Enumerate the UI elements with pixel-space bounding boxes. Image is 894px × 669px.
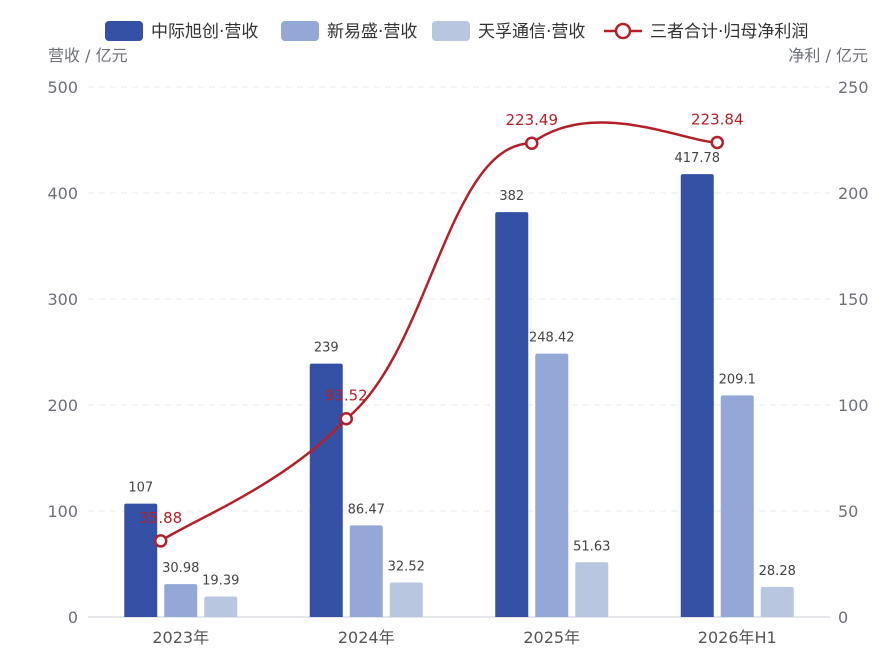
left-axis-label: 营收 / 亿元 (48, 46, 128, 65)
bar-value-label: 19.39 (202, 573, 239, 588)
right-tick-label: 0 (838, 608, 848, 627)
legend-label: 中际旭创·营收 (151, 22, 258, 42)
legend-label: 天孚通信·营收 (478, 22, 585, 42)
bar (389, 582, 423, 617)
line-point (525, 136, 539, 150)
bar-value-label: 32.52 (388, 560, 425, 575)
bar (495, 212, 529, 617)
bar-value-label: 382 (499, 189, 524, 204)
legend-label: 新易盛·营收 (327, 22, 417, 42)
line-value-label: 35.88 (139, 509, 182, 527)
bar-value-label: 248.42 (529, 331, 575, 346)
left-tick-label: 500 (47, 78, 78, 97)
bar-value-label: 30.98 (162, 561, 199, 576)
legend-swatch (281, 21, 319, 41)
bar-value-label: 107 (128, 481, 153, 496)
right-tick-label: 150 (838, 290, 869, 309)
right-tick-label: 200 (838, 184, 869, 203)
right-axis-ticks: 0 50 100 150 200 250 (838, 78, 869, 627)
bar (309, 363, 343, 617)
category-label: 2024年 (338, 628, 395, 647)
bar (760, 587, 794, 617)
right-axis-label: 净利 / 亿元 (788, 46, 868, 65)
bar (124, 503, 158, 617)
bar (164, 584, 198, 617)
bar-value-label: 239 (314, 341, 339, 356)
left-tick-label: 200 (47, 396, 78, 415)
bar (720, 395, 754, 617)
line-point (154, 534, 168, 548)
category-label: 2023年 (152, 628, 209, 647)
bar-value-label: 51.63 (573, 539, 610, 554)
line-point (710, 135, 724, 150)
legend-item[interactable]: 三者合计·归母净利润 (604, 22, 808, 42)
legend[interactable]: 中际旭创·营收 新易盛·营收 天孚通信·营收 三者合计·归母净利润 (105, 21, 808, 42)
right-tick-label: 50 (838, 502, 858, 521)
left-tick-label: 0 (68, 608, 78, 627)
bar-value-label: 209.1 (719, 372, 756, 387)
legend-label: 三者合计·归母净利润 (650, 22, 808, 42)
bar (349, 525, 383, 617)
left-tick-label: 300 (47, 290, 78, 309)
legend-item[interactable]: 中际旭创·营收 (105, 21, 258, 42)
bars (124, 174, 794, 617)
legend-swatch (432, 21, 470, 41)
bar (575, 562, 609, 617)
bar (535, 353, 569, 617)
line-value-label: 223.84 (691, 110, 744, 128)
profit-line: 35.88 93.52 223.49 223.84 (139, 110, 744, 548)
legend-swatch (105, 21, 143, 41)
line-value-label: 93.52 (325, 387, 368, 405)
right-tick-label: 100 (838, 396, 869, 415)
bar-value-label: 28.28 (759, 564, 796, 579)
line-value-label: 223.49 (506, 111, 559, 129)
right-tick-label: 250 (838, 78, 869, 97)
grid-lines (88, 86, 830, 618)
bar-value-label: 417.78 (675, 151, 721, 166)
category-label: 2025年 (523, 628, 580, 647)
legend-item[interactable]: 天孚通信·营收 (432, 21, 585, 42)
line-point (339, 411, 353, 426)
legend-marker (614, 22, 632, 40)
left-tick-label: 100 (47, 502, 78, 521)
category-label: 2026年H1 (698, 628, 777, 647)
bar (680, 174, 714, 617)
bar (204, 596, 238, 617)
category-labels: 2023年 2024年 2025年 2026年H1 (152, 628, 776, 647)
left-axis-ticks: 0 100 200 300 400 500 (47, 78, 78, 627)
legend-item[interactable]: 新易盛·营收 (281, 21, 417, 42)
left-tick-label: 400 (47, 184, 78, 203)
line-series (160, 121, 718, 542)
bar-value-label: 86.47 (348, 502, 385, 517)
